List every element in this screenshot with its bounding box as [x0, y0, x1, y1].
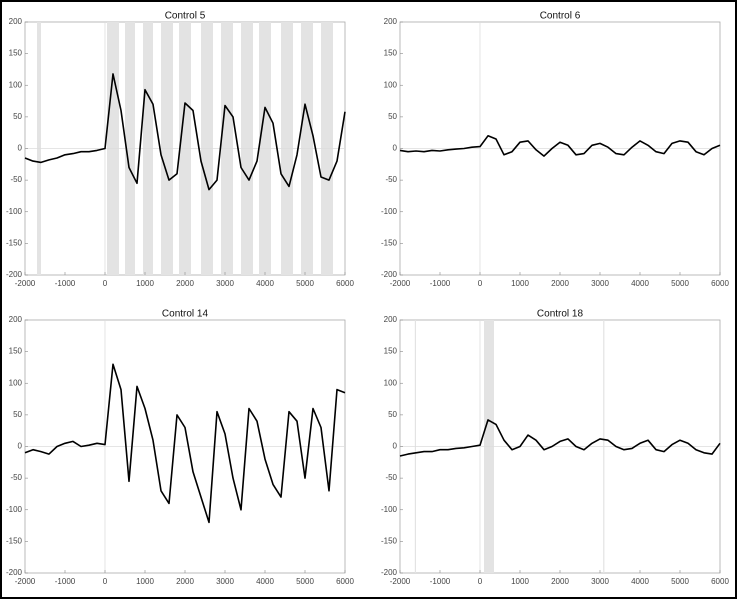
- x-tick-label: -1000: [430, 577, 451, 586]
- y-tick-label: -200: [6, 270, 23, 279]
- x-tick-label: 0: [103, 279, 108, 288]
- x-tick-label: 5000: [296, 279, 314, 288]
- y-tick-label: 200: [384, 315, 398, 324]
- x-tick-label: 2000: [176, 279, 194, 288]
- y-tick-label: -100: [381, 505, 398, 514]
- x-tick-label: 5000: [671, 577, 689, 586]
- x-tick-label: -1000: [55, 577, 76, 586]
- y-tick-label: 0: [393, 442, 398, 451]
- y-tick-label: -150: [6, 238, 23, 247]
- x-tick-label: 0: [478, 279, 483, 288]
- x-tick-label: 4000: [256, 577, 274, 586]
- x-tick-label: 2000: [551, 279, 569, 288]
- x-tick-label: 3000: [216, 577, 234, 586]
- x-tick-label: -1000: [430, 279, 451, 288]
- x-tick-label: 1000: [136, 279, 154, 288]
- x-tick-label: -2000: [15, 279, 36, 288]
- x-tick-label: 6000: [336, 577, 354, 586]
- x-tick-label: 2000: [176, 577, 194, 586]
- data-line: [399, 419, 721, 457]
- y-tick-label: 50: [388, 410, 397, 419]
- x-tick-label: 6000: [336, 279, 354, 288]
- chart-title: Control 14: [162, 309, 209, 320]
- x-tick-label: 1000: [511, 577, 529, 586]
- chart-title: Control 6: [540, 11, 581, 22]
- y-tick-label: 150: [384, 49, 398, 58]
- x-tick-label: -2000: [390, 577, 411, 586]
- y-tick-label: 50: [13, 112, 22, 121]
- y-tick-label: -200: [381, 270, 398, 279]
- chart-title: Control 5: [165, 11, 206, 22]
- x-tick-label: 4000: [631, 577, 649, 586]
- x-tick-label: 0: [478, 577, 483, 586]
- x-tick-label: 3000: [216, 279, 234, 288]
- x-tick-label: 4000: [256, 279, 274, 288]
- y-tick-label: -150: [6, 536, 23, 545]
- y-tick-label: -100: [381, 207, 398, 216]
- chart-title: Control 18: [537, 309, 584, 320]
- y-tick-label: -50: [385, 473, 397, 482]
- x-tick-label: -2000: [15, 577, 36, 586]
- y-tick-label: 0: [18, 442, 23, 451]
- y-tick-label: 200: [384, 17, 398, 26]
- y-tick-label: 100: [9, 80, 23, 89]
- y-tick-label: -100: [6, 207, 23, 216]
- x-tick-label: 6000: [711, 577, 729, 586]
- y-tick-label: -150: [381, 238, 398, 247]
- y-tick-label: 50: [13, 410, 22, 419]
- x-tick-label: 0: [103, 577, 108, 586]
- x-tick-label: 3000: [591, 577, 609, 586]
- y-tick-label: 150: [9, 49, 23, 58]
- y-tick-label: -50: [385, 175, 397, 184]
- x-tick-label: 3000: [591, 279, 609, 288]
- x-tick-label: 2000: [551, 577, 569, 586]
- y-tick-label: 50: [388, 112, 397, 121]
- data-line: [399, 135, 721, 157]
- y-tick-label: 0: [393, 144, 398, 153]
- y-tick-label: 100: [9, 378, 23, 387]
- y-tick-label: -100: [6, 505, 23, 514]
- x-tick-label: 4000: [631, 279, 649, 288]
- x-tick-label: 6000: [711, 279, 729, 288]
- y-tick-label: 150: [384, 347, 398, 356]
- data-line: [24, 73, 346, 191]
- y-tick-label: 200: [9, 315, 23, 324]
- x-tick-label: 5000: [296, 577, 314, 586]
- x-tick-label: 1000: [136, 577, 154, 586]
- y-tick-label: 200: [9, 17, 23, 26]
- data-line: [24, 363, 346, 524]
- x-tick-label: -1000: [55, 279, 76, 288]
- y-tick-label: -50: [10, 175, 22, 184]
- y-tick-label: -200: [381, 568, 398, 577]
- y-tick-label: 100: [384, 80, 398, 89]
- y-tick-label: 100: [384, 378, 398, 387]
- y-tick-label: -50: [10, 473, 22, 482]
- x-tick-label: 1000: [511, 279, 529, 288]
- y-tick-label: 0: [18, 144, 23, 153]
- y-tick-label: 150: [9, 347, 23, 356]
- y-tick-label: -150: [381, 536, 398, 545]
- x-tick-label: -2000: [390, 279, 411, 288]
- y-tick-label: -200: [6, 568, 23, 577]
- x-tick-label: 5000: [671, 279, 689, 288]
